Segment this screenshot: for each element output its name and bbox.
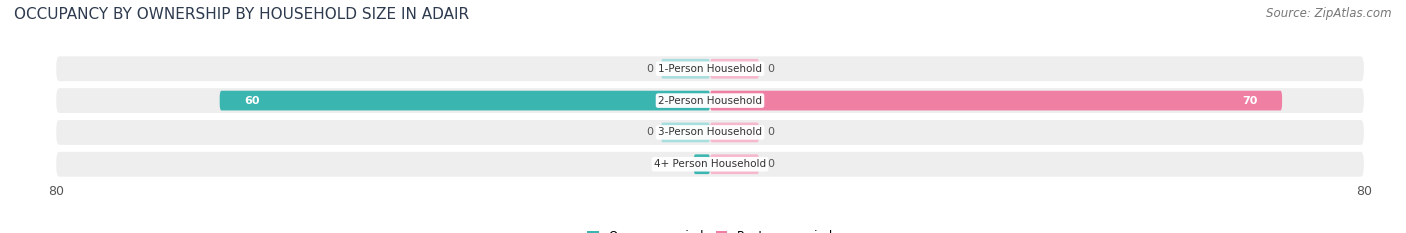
- FancyBboxPatch shape: [661, 123, 710, 142]
- FancyBboxPatch shape: [661, 59, 710, 79]
- FancyBboxPatch shape: [56, 152, 1364, 177]
- FancyBboxPatch shape: [56, 88, 1364, 113]
- FancyBboxPatch shape: [219, 91, 710, 110]
- FancyBboxPatch shape: [710, 59, 759, 79]
- Text: 2-Person Household: 2-Person Household: [658, 96, 762, 106]
- Text: 0: 0: [645, 127, 652, 137]
- FancyBboxPatch shape: [56, 120, 1364, 145]
- Text: 2: 2: [718, 159, 725, 169]
- FancyBboxPatch shape: [56, 56, 1364, 81]
- Text: OCCUPANCY BY OWNERSHIP BY HOUSEHOLD SIZE IN ADAIR: OCCUPANCY BY OWNERSHIP BY HOUSEHOLD SIZE…: [14, 7, 470, 22]
- Text: 0: 0: [645, 64, 652, 74]
- Text: 0: 0: [768, 159, 775, 169]
- Text: 60: 60: [245, 96, 260, 106]
- Text: 70: 70: [1243, 96, 1257, 106]
- FancyBboxPatch shape: [710, 154, 759, 174]
- FancyBboxPatch shape: [693, 154, 710, 174]
- Legend: Owner-occupied, Renter-occupied: Owner-occupied, Renter-occupied: [582, 225, 838, 233]
- Text: 4+ Person Household: 4+ Person Household: [654, 159, 766, 169]
- Text: 0: 0: [768, 127, 775, 137]
- Text: 1-Person Household: 1-Person Household: [658, 64, 762, 74]
- Text: 3-Person Household: 3-Person Household: [658, 127, 762, 137]
- Text: Source: ZipAtlas.com: Source: ZipAtlas.com: [1267, 7, 1392, 20]
- FancyBboxPatch shape: [710, 91, 1282, 110]
- Text: 0: 0: [768, 64, 775, 74]
- FancyBboxPatch shape: [710, 123, 759, 142]
